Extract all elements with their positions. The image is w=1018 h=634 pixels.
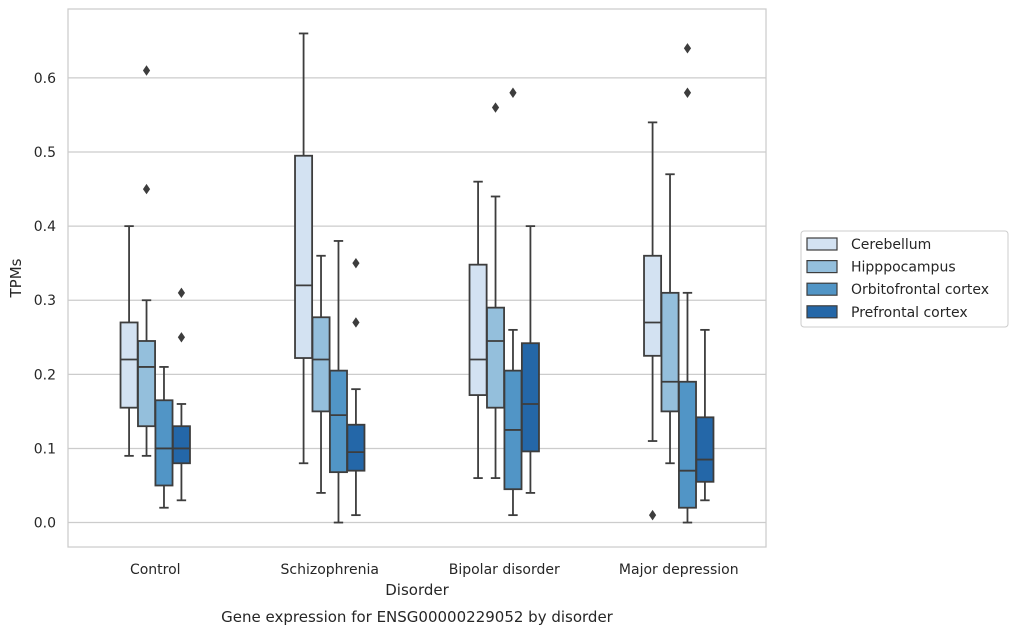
box-prefrontal-cortex [520, 225, 540, 494]
y-tick-label: 0.4 [34, 219, 56, 235]
plot-area-frame [67, 8, 767, 548]
y-tick-label: 0.0 [34, 516, 56, 532]
box-cerebellum [119, 225, 139, 457]
box-hipppocampus [137, 65, 156, 457]
legend-swatch [806, 237, 838, 251]
outlier-point [142, 65, 151, 76]
box-prefrontal-cortex [346, 257, 366, 517]
legend-label: Orbitofrontal cortex [851, 282, 989, 298]
box-iqr [695, 416, 715, 483]
x-tick-labels: Control Schizophrenia Bipolar disorder Majo… [130, 562, 739, 578]
box-iqr [660, 291, 680, 413]
chart-caption: Gene expression for ENSG00000229052 by d… [221, 608, 614, 626]
y-tick-label: 0.1 [34, 441, 56, 457]
outlier-point [648, 509, 657, 521]
box-iqr [678, 380, 697, 509]
x-tick-label: Bipolar disorder [449, 562, 560, 578]
box-iqr [468, 263, 488, 396]
box-iqr [346, 423, 366, 472]
box-iqr [154, 399, 174, 487]
y-tick-label: 0.2 [34, 367, 56, 383]
x-tick-label: Major depression [619, 562, 739, 578]
legend-label: Cerebellum [851, 237, 931, 253]
outlier-point [491, 102, 500, 113]
legend-swatch [806, 305, 838, 319]
box-hipppocampus [660, 173, 680, 465]
outlier-point [683, 43, 692, 54]
y-tick-labels: 0.0 0.1 0.2 0.3 0.4 0.5 0.6 [34, 71, 56, 532]
box-orbitofrontal-cortex [678, 43, 697, 524]
legend: Cerebellum Hipppocampus Orbitofrontal cort… [800, 230, 1009, 328]
box-iqr [137, 340, 156, 428]
box-iqr [311, 316, 331, 413]
legend-swatch [806, 282, 838, 296]
box-iqr [171, 425, 191, 465]
box-cerebellum [294, 32, 314, 465]
x-tick-label: Control [130, 562, 181, 578]
y-tick-label: 0.5 [34, 145, 56, 161]
outlier-point [177, 287, 186, 299]
box-iqr [520, 342, 540, 453]
outlier-point [509, 87, 517, 98]
box-hipppocampus [311, 254, 331, 494]
box-prefrontal-cortex [695, 328, 715, 502]
box-iqr [329, 369, 348, 474]
box-orbitofrontal-cortex [329, 240, 348, 524]
x-axis-label: Disorder [385, 581, 449, 599]
box-iqr [486, 306, 505, 409]
y-axis-label: TPMs [7, 258, 25, 298]
outlier-point [142, 183, 151, 195]
box-hipppocampus [486, 102, 505, 479]
legend-label: Hipppocampus [851, 260, 956, 276]
box-iqr [294, 154, 314, 359]
box-cerebellum [643, 121, 663, 521]
legend-swatch [806, 260, 838, 274]
y-tick-label: 0.6 [34, 71, 56, 87]
outlier-point [683, 87, 692, 98]
boxes [119, 32, 715, 524]
y-tick-label: 0.3 [34, 293, 56, 309]
box-orbitofrontal-cortex [503, 87, 523, 517]
legend-frame [800, 230, 1009, 328]
x-tick-label: Schizophrenia [281, 562, 379, 578]
outlier-point [352, 257, 360, 269]
outlier-point [352, 317, 360, 328]
box-iqr [643, 254, 663, 357]
legend-label: Prefrontal cortex [851, 305, 968, 321]
outlier-point [177, 332, 186, 343]
box-iqr [119, 321, 139, 409]
box-prefrontal-cortex [171, 287, 191, 502]
box-orbitofrontal-cortex [154, 366, 174, 509]
